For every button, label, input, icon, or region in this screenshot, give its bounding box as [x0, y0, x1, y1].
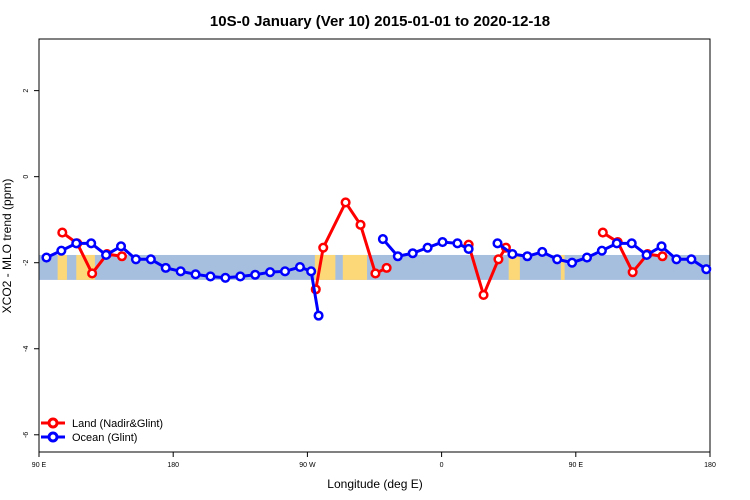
- land-band-span: [560, 254, 565, 280]
- series: [41, 197, 712, 321]
- x-axis-label: Longitude (deg E): [327, 477, 422, 491]
- ocean-point: [71, 238, 82, 249]
- land-point: [597, 227, 608, 238]
- ocean-point: [220, 272, 231, 283]
- ocean-point: [452, 238, 463, 249]
- land-point: [657, 251, 668, 262]
- x-tick-label: 90 E: [32, 462, 47, 469]
- ocean-point: [611, 238, 622, 249]
- ocean-point: [407, 248, 418, 259]
- ocean-point: [130, 254, 141, 265]
- ocean-point: [507, 249, 518, 260]
- land-band-span: [57, 254, 67, 280]
- ocean-point: [190, 269, 201, 280]
- ocean-point: [377, 233, 388, 245]
- axes: 90 E 180 90 W 0 90 E 180 2 0 -2 -4 -6: [23, 89, 716, 469]
- x-tick-label: 0: [440, 462, 444, 469]
- ocean-point: [641, 249, 652, 261]
- ocean-point: [552, 254, 563, 265]
- land-point: [627, 267, 638, 278]
- land-point: [370, 268, 381, 279]
- y-axis-label: XCO2 - MLO trend (ppm): [0, 179, 14, 314]
- ocean-point: [235, 271, 246, 282]
- ocean-point: [686, 254, 697, 265]
- ocean-point: [581, 252, 593, 263]
- y-tick-label: 0: [23, 175, 30, 179]
- ocean-point: [145, 254, 156, 265]
- ocean-point: [422, 242, 433, 253]
- land-point: [57, 227, 68, 238]
- plot-frame: [38, 38, 711, 453]
- ocean-point: [205, 271, 216, 282]
- land-point: [116, 251, 127, 262]
- y-tick-label: -6: [23, 432, 30, 438]
- x-tick-label: 90 E: [569, 462, 584, 469]
- land-point: [87, 268, 98, 279]
- ocean-point: [250, 269, 261, 280]
- ocean-point: [294, 261, 305, 273]
- ocean-point: [392, 251, 403, 262]
- ocean-point: [306, 266, 317, 277]
- land-point: [355, 219, 366, 230]
- land-band-span: [342, 254, 368, 280]
- ocean-point: [437, 237, 448, 248]
- ocean-point: [115, 241, 127, 252]
- chart-title: 10S-0 January (Ver 10) 2015-01-01 to 202…: [210, 13, 550, 30]
- x-tick-label: 180: [167, 462, 179, 469]
- land-band-span: [508, 254, 520, 280]
- ocean-point: [101, 249, 112, 261]
- land-point: [340, 197, 351, 208]
- ocean-series: [41, 233, 712, 321]
- ocean-point: [522, 251, 533, 262]
- legend-ocean-marker: [47, 431, 59, 443]
- ocean-point: [492, 238, 503, 249]
- land-point: [493, 254, 504, 265]
- ocean-point: [86, 238, 97, 249]
- x-tick-label: 180: [704, 462, 716, 469]
- ocean-point: [567, 257, 578, 268]
- legend-ocean-label: Ocean (Glint): [72, 432, 137, 444]
- ocean-point: [56, 245, 67, 256]
- ocean-point: [175, 266, 186, 277]
- legend-land-label: Land (Nadir&Glint): [72, 418, 163, 430]
- land-point: [478, 289, 489, 301]
- y-tick-label: -4: [23, 346, 30, 352]
- ocean-point: [701, 264, 712, 275]
- ocean-point: [656, 241, 667, 252]
- land-point: [381, 262, 392, 273]
- y-tick-label: 2: [23, 89, 30, 93]
- legend: Land (Nadir&Glint) Ocean (Glint): [41, 417, 163, 444]
- x-tick-label: 90 W: [299, 462, 316, 469]
- ocean-point: [41, 252, 52, 263]
- ocean-point: [463, 243, 474, 254]
- ocean-point: [537, 246, 548, 258]
- ocean-point: [596, 245, 607, 256]
- legend-land-marker: [47, 417, 59, 429]
- ocean-point: [265, 267, 276, 278]
- ocean-point: [279, 266, 291, 277]
- land-series-line: [467, 244, 508, 297]
- ocean-point: [160, 262, 171, 273]
- ocean-point: [671, 254, 682, 265]
- land-point: [318, 242, 329, 253]
- y-tick-label: -2: [23, 259, 30, 265]
- ocean-point: [626, 238, 637, 249]
- ocean-point: [313, 310, 324, 321]
- land-series: [57, 197, 668, 301]
